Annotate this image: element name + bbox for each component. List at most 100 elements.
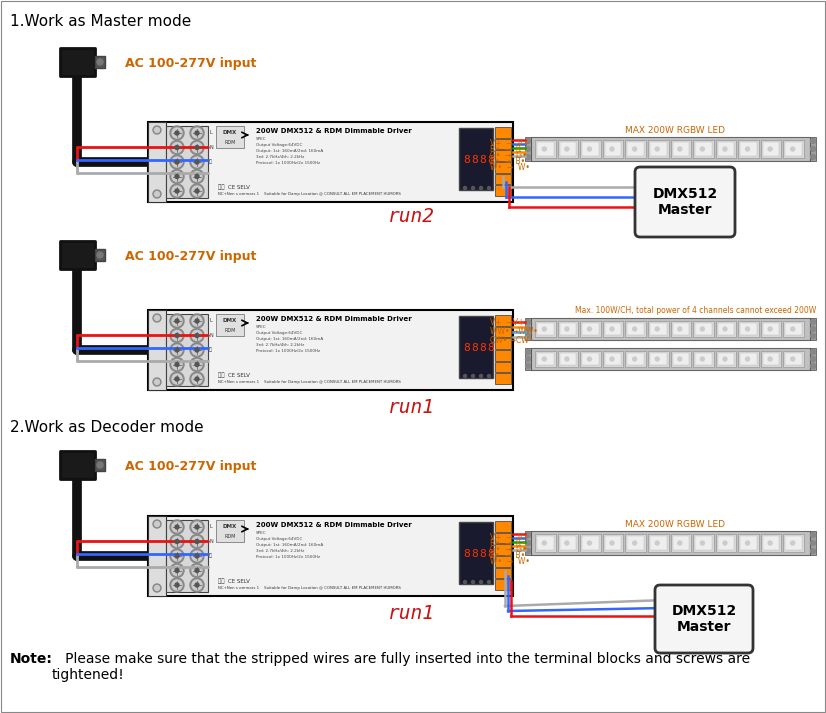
Bar (648, 534, 668, 552)
Text: Note:: Note: (10, 652, 53, 666)
Circle shape (195, 189, 199, 193)
Text: Output: 1st: 160mA/2nd: 160mA: Output: 1st: 160mA/2nd: 160mA (256, 337, 323, 341)
Circle shape (587, 357, 591, 361)
Circle shape (192, 316, 202, 326)
Circle shape (175, 362, 179, 366)
Bar (810, 348, 816, 370)
Circle shape (195, 334, 199, 337)
Text: 8: 8 (479, 343, 486, 353)
Circle shape (153, 126, 161, 134)
Circle shape (172, 522, 182, 532)
Circle shape (195, 348, 199, 352)
Text: Output: 1st: 160mA/2nd: 160mA: Output: 1st: 160mA/2nd: 160mA (256, 149, 323, 153)
Circle shape (154, 585, 159, 590)
Bar (715, 321, 736, 337)
Circle shape (195, 160, 199, 164)
Bar (537, 323, 553, 335)
Circle shape (154, 379, 159, 384)
Circle shape (175, 540, 179, 543)
Text: 3rd: 2.7kHz/4th: 2.2kHz: 3rd: 2.7kHz/4th: 2.2kHz (256, 549, 304, 553)
Bar (671, 140, 691, 158)
Bar (580, 321, 601, 337)
Circle shape (746, 357, 749, 361)
Text: ⓁⓁ  CE SELV: ⓁⓁ CE SELV (218, 184, 250, 190)
Circle shape (153, 314, 161, 322)
Bar (783, 140, 804, 158)
Circle shape (810, 540, 815, 545)
Circle shape (525, 540, 530, 545)
Circle shape (678, 541, 681, 545)
Circle shape (190, 140, 204, 155)
Circle shape (810, 138, 815, 143)
Bar (95, 56, 105, 68)
Circle shape (190, 329, 204, 342)
Bar (537, 142, 553, 156)
Text: ⏚: ⏚ (209, 160, 212, 165)
Bar (738, 534, 759, 552)
Circle shape (195, 377, 199, 381)
Bar (625, 140, 646, 158)
Bar (650, 536, 667, 550)
Circle shape (170, 563, 184, 578)
Bar (695, 353, 712, 365)
Bar (525, 137, 531, 161)
Circle shape (195, 583, 199, 587)
Circle shape (172, 128, 182, 138)
Circle shape (543, 541, 546, 545)
Circle shape (768, 147, 772, 151)
Bar (810, 137, 816, 161)
Text: 200W DMX512 & RDM Dimmable Driver: 200W DMX512 & RDM Dimmable Driver (256, 316, 411, 322)
Circle shape (190, 184, 204, 198)
Bar (761, 534, 781, 552)
Text: Max. 100W/CH, total power of 4 channels cannot exceed 200W: Max. 100W/CH, total power of 4 channels … (575, 306, 816, 315)
Text: R•  →  R•: R• → R• (490, 539, 525, 548)
Bar (166, 126, 208, 198)
Bar (580, 534, 601, 552)
Bar (693, 534, 714, 552)
Text: Output: 1st: 160mA/2nd: 160mA: Output: 1st: 160mA/2nd: 160mA (256, 543, 323, 547)
Circle shape (195, 525, 199, 529)
Circle shape (190, 372, 204, 386)
Circle shape (525, 364, 530, 369)
Bar (718, 323, 734, 335)
Bar (763, 536, 780, 550)
Text: 8: 8 (471, 155, 477, 165)
Circle shape (175, 175, 179, 178)
Circle shape (610, 541, 614, 545)
Bar (558, 321, 578, 337)
Text: NC+Nen s ommars 1    Suitable for Damp Location @ CONSULT ALL EM PLACEMENT HUMOR: NC+Nen s ommars 1 Suitable for Damp Loca… (218, 380, 401, 384)
Circle shape (175, 525, 179, 529)
Bar (718, 142, 734, 156)
Bar (95, 459, 105, 471)
Text: MAX 200W RGBW LED: MAX 200W RGBW LED (625, 520, 725, 529)
Circle shape (543, 327, 546, 331)
Circle shape (195, 568, 199, 573)
Bar (558, 140, 578, 158)
Bar (761, 140, 781, 158)
Circle shape (172, 580, 182, 590)
Circle shape (190, 535, 204, 548)
Text: run1: run1 (388, 604, 435, 623)
Bar (558, 534, 578, 552)
Bar (148, 516, 513, 596)
Text: AC 100-277V input: AC 100-277V input (125, 460, 256, 473)
Circle shape (472, 374, 474, 377)
Bar (783, 351, 804, 367)
Bar (580, 351, 601, 367)
Circle shape (192, 128, 202, 138)
Bar (648, 351, 668, 367)
Circle shape (97, 59, 103, 65)
Circle shape (172, 536, 182, 546)
Circle shape (810, 364, 815, 369)
Circle shape (525, 356, 530, 361)
Bar (625, 351, 646, 367)
Bar (603, 534, 624, 552)
Bar (605, 142, 621, 156)
Circle shape (565, 541, 569, 545)
Circle shape (170, 184, 184, 198)
Bar (715, 140, 736, 158)
Circle shape (190, 126, 204, 140)
Text: R•  →  R•: R• → R• (490, 145, 525, 154)
Circle shape (172, 374, 182, 384)
Bar (603, 321, 624, 337)
